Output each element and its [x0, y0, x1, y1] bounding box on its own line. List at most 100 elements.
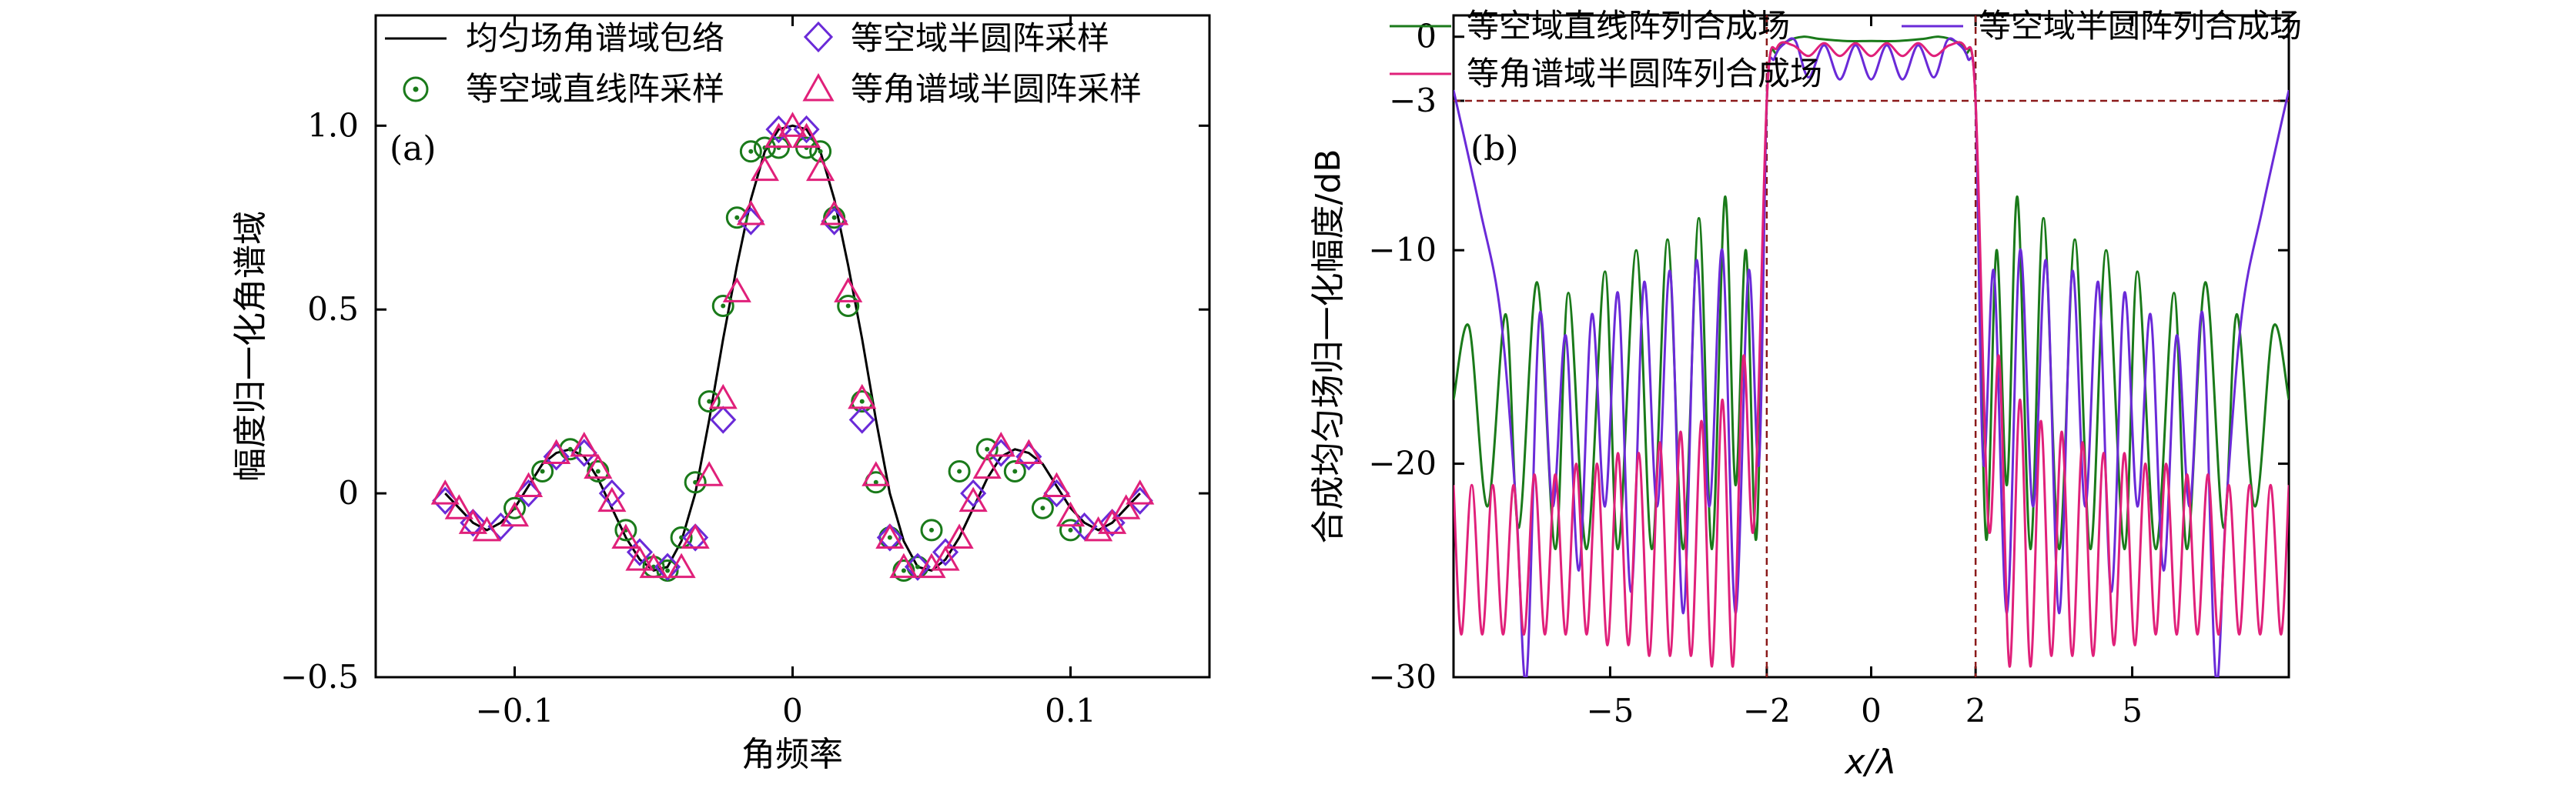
panel-b-tick-labels: −5 −2 0 2 50−3−10−20−30	[1368, 18, 2143, 730]
panel-b-plot-area	[1454, 15, 2289, 677]
panel-b-tag: (b)	[1470, 129, 1519, 169]
data-point-circle-dot	[818, 149, 823, 154]
panel-a-plot-area	[430, 112, 1155, 582]
data-point-diamond	[682, 523, 709, 552]
data-point-triangle	[834, 277, 863, 302]
data-point-diamond	[738, 207, 764, 235]
data-point-circle-dot	[721, 303, 726, 309]
data-point-circle-dot	[707, 399, 712, 404]
data-point-triangle	[625, 546, 654, 571]
data-point-triangle	[1112, 494, 1141, 519]
data-point-triangle	[722, 277, 751, 302]
data-point-circle	[698, 390, 721, 413]
data-point-circle	[920, 519, 943, 542]
panel-b: −5 −2 0 2 50−3−10−20−30 (b) x/λ 合成均匀场归一化幅度/d…	[1309, 7, 2302, 782]
data-point-triangle	[986, 431, 1015, 457]
data-point-circle-dot	[887, 535, 892, 540]
data-point-diamond	[1071, 512, 1098, 541]
data-point-circle-dot	[859, 399, 865, 404]
legend-item-semicircle-angle: 等角谱域半圆阵采样	[802, 70, 1142, 108]
data-point-circle-dot	[734, 215, 740, 220]
data-point-circle-dot	[595, 469, 601, 474]
data-point-triangle	[820, 199, 849, 225]
data-point-triangle	[1042, 472, 1072, 498]
data-point-diamond	[876, 523, 903, 552]
y-tick-label: −30	[1368, 658, 1437, 696]
legend-diamond-marker	[803, 21, 834, 53]
data-point-circle	[684, 471, 707, 494]
data-point-triangle	[806, 155, 835, 182]
data-point-triangle	[708, 383, 738, 409]
legend-circle-marker	[403, 76, 429, 102]
data-point-triangle	[1084, 516, 1113, 542]
data-point-triangle	[514, 472, 544, 498]
data-point-circle	[739, 140, 762, 163]
y-tick-label: −10	[1368, 231, 1437, 269]
data-point-circle-dot	[845, 303, 851, 309]
panel-a-legend: 均匀场角谱域包络 等空域直线阵采样 等空域半圆阵采样 等角谱域半圆阵采样	[385, 19, 1142, 108]
data-point-circle-dot	[831, 215, 837, 220]
data-point-triangle	[861, 461, 891, 486]
data-point-triangle	[500, 501, 530, 527]
panel-a: −0.1 0 0.1 −0.5 0 0.5 1.0 (a) 角频率 幅度归一化角谱域 均匀场…	[231, 14, 1211, 774]
data-point-circle-dot	[901, 568, 906, 573]
data-point-triangle	[681, 523, 710, 549]
legend-item-semicircle-space-synth: 等空域半圆阵列合成场	[1902, 7, 2302, 45]
legend-triangle-marker	[802, 72, 835, 102]
x-tick-label: −2	[1743, 692, 1791, 730]
y-tick-label: −20	[1368, 445, 1437, 482]
data-point-circle	[809, 140, 832, 163]
legend-item-linear-array: 等空域直线阵采样	[403, 70, 724, 108]
data-point-triangle	[694, 461, 724, 486]
data-point-triangle	[430, 479, 460, 505]
data-point-circle-dot	[915, 564, 920, 569]
panel-a-ticks	[376, 15, 1209, 679]
data-point-triangle	[1098, 509, 1127, 534]
data-point-triangle	[639, 553, 668, 579]
data-point-circle	[670, 526, 693, 549]
panel-a-y-axis-title: 幅度归一化角谱域	[231, 211, 270, 482]
data-point-triangle	[889, 553, 918, 579]
data-point-circle-dot	[957, 469, 962, 474]
x-tick-label: −0.1	[476, 692, 554, 730]
data-point-triangle	[736, 199, 765, 225]
data-point-diamond	[654, 553, 681, 581]
data-point-triangle	[611, 523, 641, 549]
data-point-triangle	[972, 453, 1002, 479]
data-point-triangle	[778, 112, 808, 137]
series-line	[1454, 37, 2289, 677]
legend-item-semicircle-angle-synth: 等角谱域半圆阵列合成场	[1390, 55, 1822, 92]
legend-label-linear-synth: 等空域直线阵列合成场	[1467, 7, 1790, 45]
data-point-triangle	[472, 516, 501, 542]
legend-item-envelope: 均匀场角谱域包络	[385, 19, 724, 57]
data-point-triangle	[542, 439, 571, 465]
legend-label-semicircle-angle-synth: 等角谱域半圆阵列合成场	[1467, 55, 1822, 92]
data-point-circle-dot	[873, 479, 878, 485]
panel-b-frame	[1452, 14, 2290, 679]
legend-label-linear-array: 等空域直线阵采样	[466, 70, 724, 108]
data-point-circle	[948, 459, 971, 482]
data-point-diamond	[1015, 442, 1042, 471]
legend-label-semicircle-angle: 等角谱域半圆阵采样	[851, 70, 1142, 108]
legend-label-semicircle-space-synth: 等空域半圆阵列合成场	[1979, 7, 2302, 45]
data-point-circle-dot	[540, 469, 545, 474]
data-point-circle-dot	[748, 149, 754, 154]
y-tick-label: 0.5	[307, 290, 359, 328]
data-point-circle	[1031, 496, 1054, 519]
panel-b-legend: 等空域直线阵列合成场 等空域半圆阵列合成场 等角谱域半圆阵列合成场	[1390, 7, 2302, 92]
data-point-triangle	[584, 453, 613, 479]
x-tick-label: 2	[1965, 692, 1986, 730]
y-tick-label: −3	[1389, 82, 1437, 119]
data-point-diamond	[848, 406, 875, 434]
panel-b-x-axis-title: x/λ	[1844, 743, 1897, 782]
data-point-circle	[725, 206, 748, 229]
data-point-circle	[711, 294, 734, 317]
data-point-triangle	[848, 383, 877, 409]
panel-a-x-axis-title: 角频率	[741, 735, 843, 774]
data-point-triangle	[444, 494, 473, 519]
data-point-triangle	[945, 523, 974, 549]
y-tick-label: 0	[1416, 18, 1437, 55]
data-point-diamond	[960, 479, 987, 508]
panel-a-tag: (a)	[390, 129, 437, 169]
